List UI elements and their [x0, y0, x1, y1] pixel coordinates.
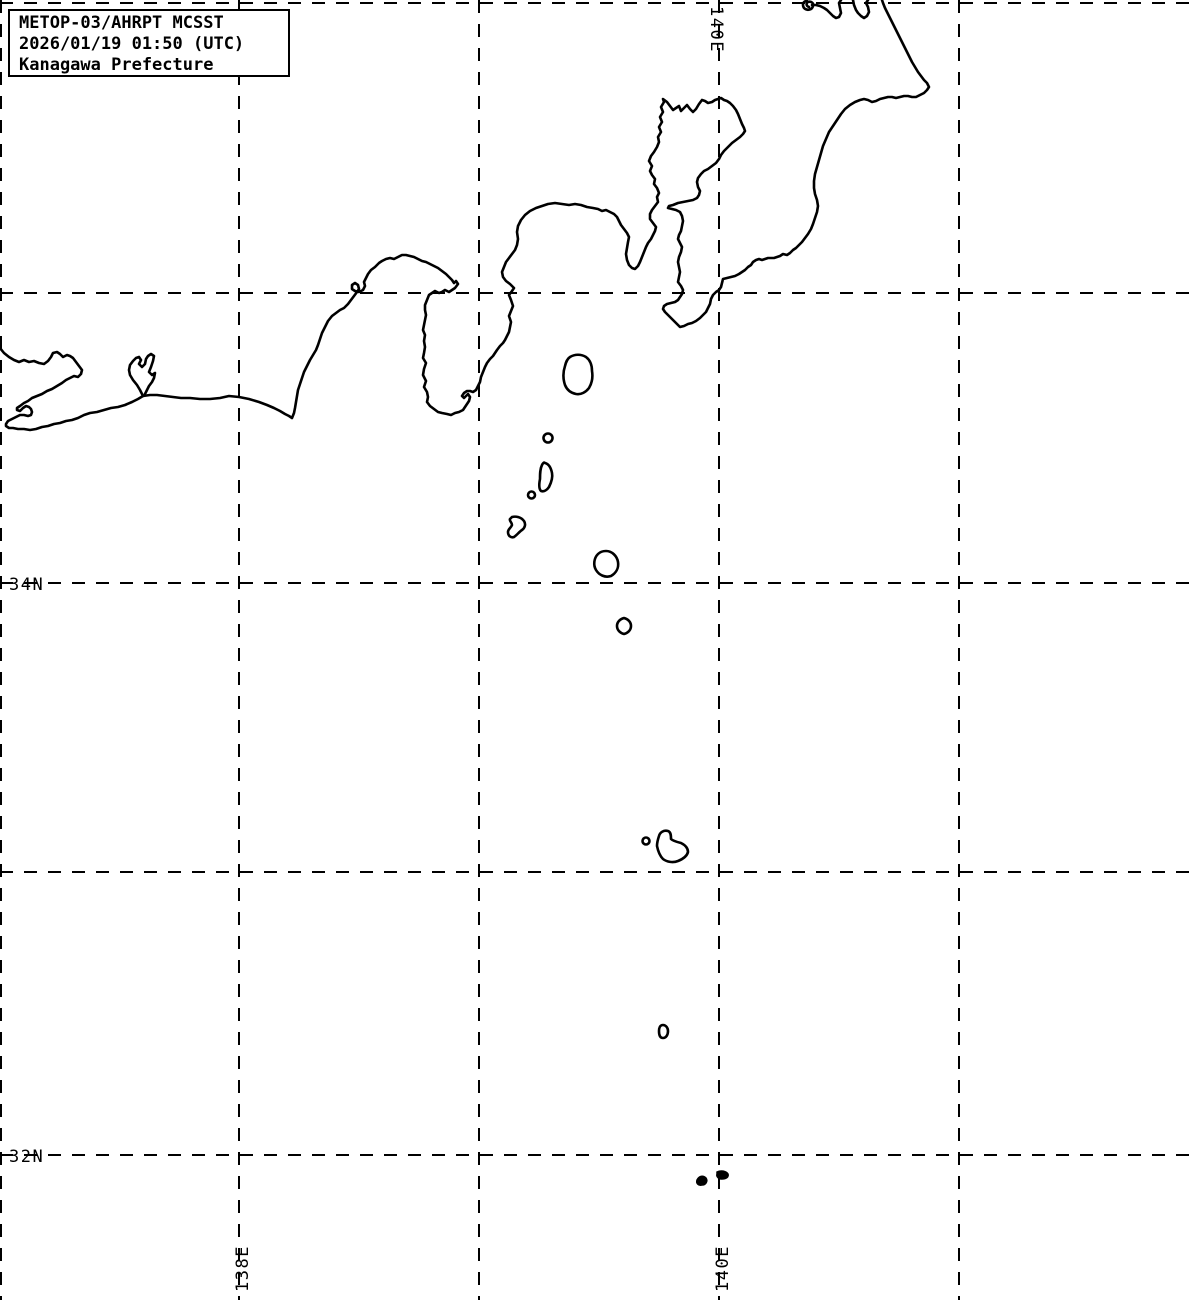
- islet-rock: [716, 1170, 729, 1180]
- island-outline: [542, 432, 554, 444]
- islet-rock: [696, 1175, 708, 1186]
- coastline: [127, 352, 157, 398]
- island-outline: [506, 515, 527, 539]
- island-outline: [526, 490, 537, 500]
- island-outline: [592, 549, 620, 578]
- coastline: [851, 0, 871, 20]
- island-outline: [641, 836, 651, 846]
- island-outline: [655, 829, 690, 864]
- grid-label: 34N: [9, 575, 44, 595]
- title-line-region: Kanagawa Prefecture: [19, 55, 214, 75]
- title-line-product: METOP-03/AHRPT MCSST: [19, 13, 224, 33]
- title-box: METOP-03/AHRPT MCSST 2026/01/19 01:50 (U…: [8, 9, 290, 77]
- island-outline: [657, 1023, 670, 1040]
- title-line-datetime: 2026/01/19 01:50 (UTC): [19, 34, 245, 54]
- island-outline: [562, 353, 594, 396]
- coastline: [0, 0, 931, 432]
- coastline: [810, 0, 843, 20]
- grid-label: 140E: [713, 1245, 733, 1292]
- grid-label: 138E: [233, 1245, 253, 1292]
- island-outline: [538, 461, 554, 493]
- grid-label: 32N: [9, 1147, 44, 1167]
- grid-label: 140E: [706, 6, 726, 53]
- island-outline: [615, 616, 633, 636]
